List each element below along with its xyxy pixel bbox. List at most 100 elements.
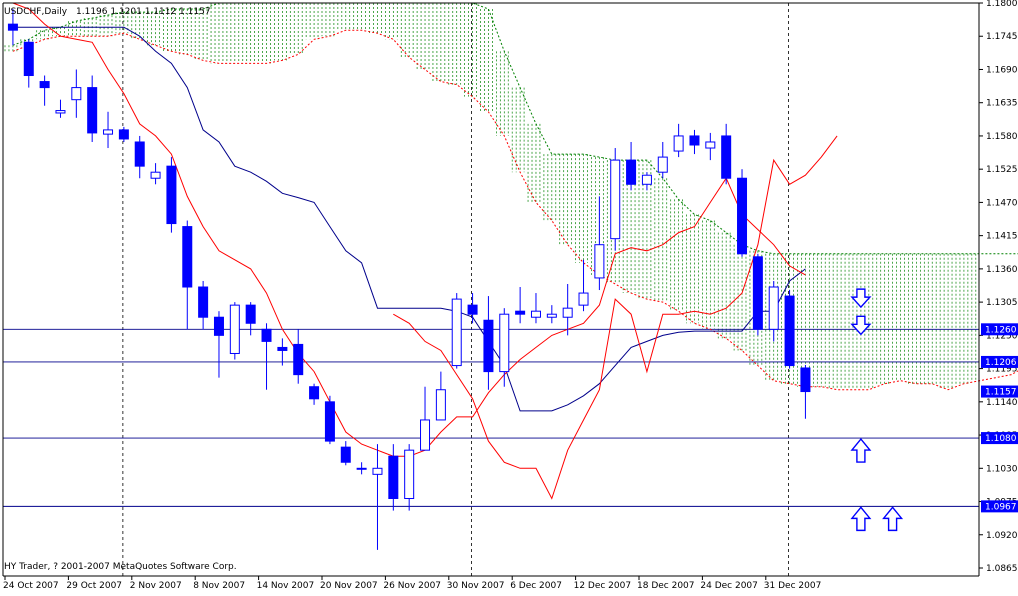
x-tick-label: 14 Nov 2007 [257, 581, 315, 591]
price-marker-label: 1.1080 [985, 434, 1017, 444]
y-tick-label: 1.1635 [986, 99, 1018, 109]
y-tick-label: 1.1580 [986, 132, 1018, 142]
candle-bearish [118, 129, 129, 140]
copyright-text: HY Trader, ? 2001-2007 MetaQuotes Softwa… [4, 562, 237, 572]
candle-bullish [499, 313, 510, 373]
candle-bullish [103, 129, 114, 135]
price-marker-label: 1.1260 [985, 325, 1017, 335]
candle-bearish [721, 135, 732, 179]
candle-bullish [641, 174, 652, 185]
y-tick-label: 1.1525 [986, 165, 1018, 175]
candle-bullish [55, 110, 66, 114]
kijun-sen-line [12, 26, 806, 412]
candle-bearish [752, 256, 763, 330]
candle-bullish [610, 159, 621, 240]
arrow-up-icon [850, 437, 872, 463]
x-tick-label: 24 Oct 2007 [3, 581, 59, 591]
price-axis: 1.1800 1.1745 1.1690 1.1635 1.1580 1.1525 1.14… [2, 0, 1018, 577]
price-marker-box [981, 355, 1018, 368]
candle-bullish [562, 307, 573, 318]
arrow-up-icon [882, 506, 904, 532]
arrow-down-icon [850, 288, 872, 309]
y-tick-label: 1.1030 [986, 464, 1018, 474]
candle-bearish [737, 177, 748, 255]
candle-bullish [578, 292, 589, 306]
candle-bearish [87, 87, 98, 134]
level-arrows [850, 288, 904, 532]
x-tick-label: 24 Dec 2007 [700, 581, 758, 591]
candle-bearish [245, 304, 256, 324]
candle-bearish [182, 226, 193, 288]
y-tick-label: 1.0865 [986, 564, 1018, 574]
candle-bearish [293, 343, 304, 376]
candle-bullish [71, 87, 82, 101]
price-marker-box [981, 500, 1018, 513]
symbol-label: USDCHF,Daily [4, 7, 68, 17]
candle-bearish [324, 401, 335, 442]
candle-bearish [198, 286, 209, 318]
x-tick-label: 18 Dec 2007 [637, 581, 695, 591]
price-marker-box [981, 385, 1018, 398]
x-tick-label: 12 Dec 2007 [574, 581, 632, 591]
y-tick-label: 1.1690 [986, 65, 1018, 75]
candle-bullish [404, 449, 415, 500]
candle-bearish [277, 346, 288, 351]
candle-bearish [515, 310, 526, 315]
x-tick-label: 29 Oct 2007 [66, 581, 122, 591]
candle-bullish [594, 244, 605, 279]
price-marker-label: 1.0967 [985, 502, 1017, 512]
y-tick-label: 1.1305 [986, 298, 1018, 308]
candle-bullish [372, 467, 383, 475]
candle-bearish [213, 316, 224, 336]
x-tick-label: 20 Nov 2007 [320, 581, 378, 591]
time-axis: 24 Oct 2007 29 Oct 2007 2 Nov 2007 8 Nov 20… [3, 576, 821, 591]
candle-bullish [451, 298, 462, 367]
chikou-span-line [393, 135, 838, 500]
y-tick-label: 1.1745 [986, 32, 1018, 42]
senkou-span-a-line [12, 2, 1018, 255]
candle-bullish [420, 419, 431, 451]
y-tick-label: 1.1140 [986, 398, 1018, 408]
candle-bearish [7, 23, 18, 31]
candle-bullish [229, 304, 240, 354]
candle-bullish [356, 467, 367, 470]
price-marker-label: 1.1157 [985, 388, 1017, 398]
candle-bearish [689, 135, 700, 146]
candle-bearish [23, 41, 34, 77]
candle-bullish [546, 313, 557, 318]
price-marker-label: 1.1206 [985, 358, 1017, 368]
candle-bearish [134, 141, 145, 167]
candle-bearish [166, 165, 177, 225]
price-marker-box [981, 432, 1018, 445]
candle-bullish [435, 389, 446, 421]
y-tick-label: 1.1470 [986, 198, 1018, 208]
x-tick-label: 31 Dec 2007 [764, 581, 822, 591]
candle-bearish [800, 367, 811, 393]
candle-bearish [39, 81, 50, 89]
senkou-span-b-line [12, 29, 1018, 391]
y-tick-label: 1.1415 [986, 232, 1018, 242]
ohlc-readout: 1.1196 1.1201 1.1112 1.1157 [76, 7, 211, 17]
candle-bullish [673, 135, 684, 152]
candle-bearish [626, 159, 637, 185]
x-tick-label: 2 Nov 2007 [130, 581, 182, 591]
y-tick-label: 1.1195 [986, 365, 1018, 375]
candles [7, 9, 811, 550]
candle-bullish [150, 171, 161, 179]
candle-bullish [705, 141, 716, 149]
y-tick-label: 1.1250 [986, 331, 1018, 341]
x-tick-label: 6 Dec 2007 [510, 581, 562, 591]
arrow-down-icon [850, 315, 872, 336]
y-tick-label: 1.1360 [986, 265, 1018, 275]
candle-bearish [483, 319, 494, 373]
candle-bearish [309, 386, 320, 400]
x-tick-label: 8 Nov 2007 [193, 581, 245, 591]
candle-bearish [388, 455, 399, 500]
candle-bearish [467, 304, 478, 315]
candle-bullish [657, 156, 668, 173]
x-tick-label: 30 Nov 2007 [447, 581, 505, 591]
candle-bearish [784, 295, 795, 367]
